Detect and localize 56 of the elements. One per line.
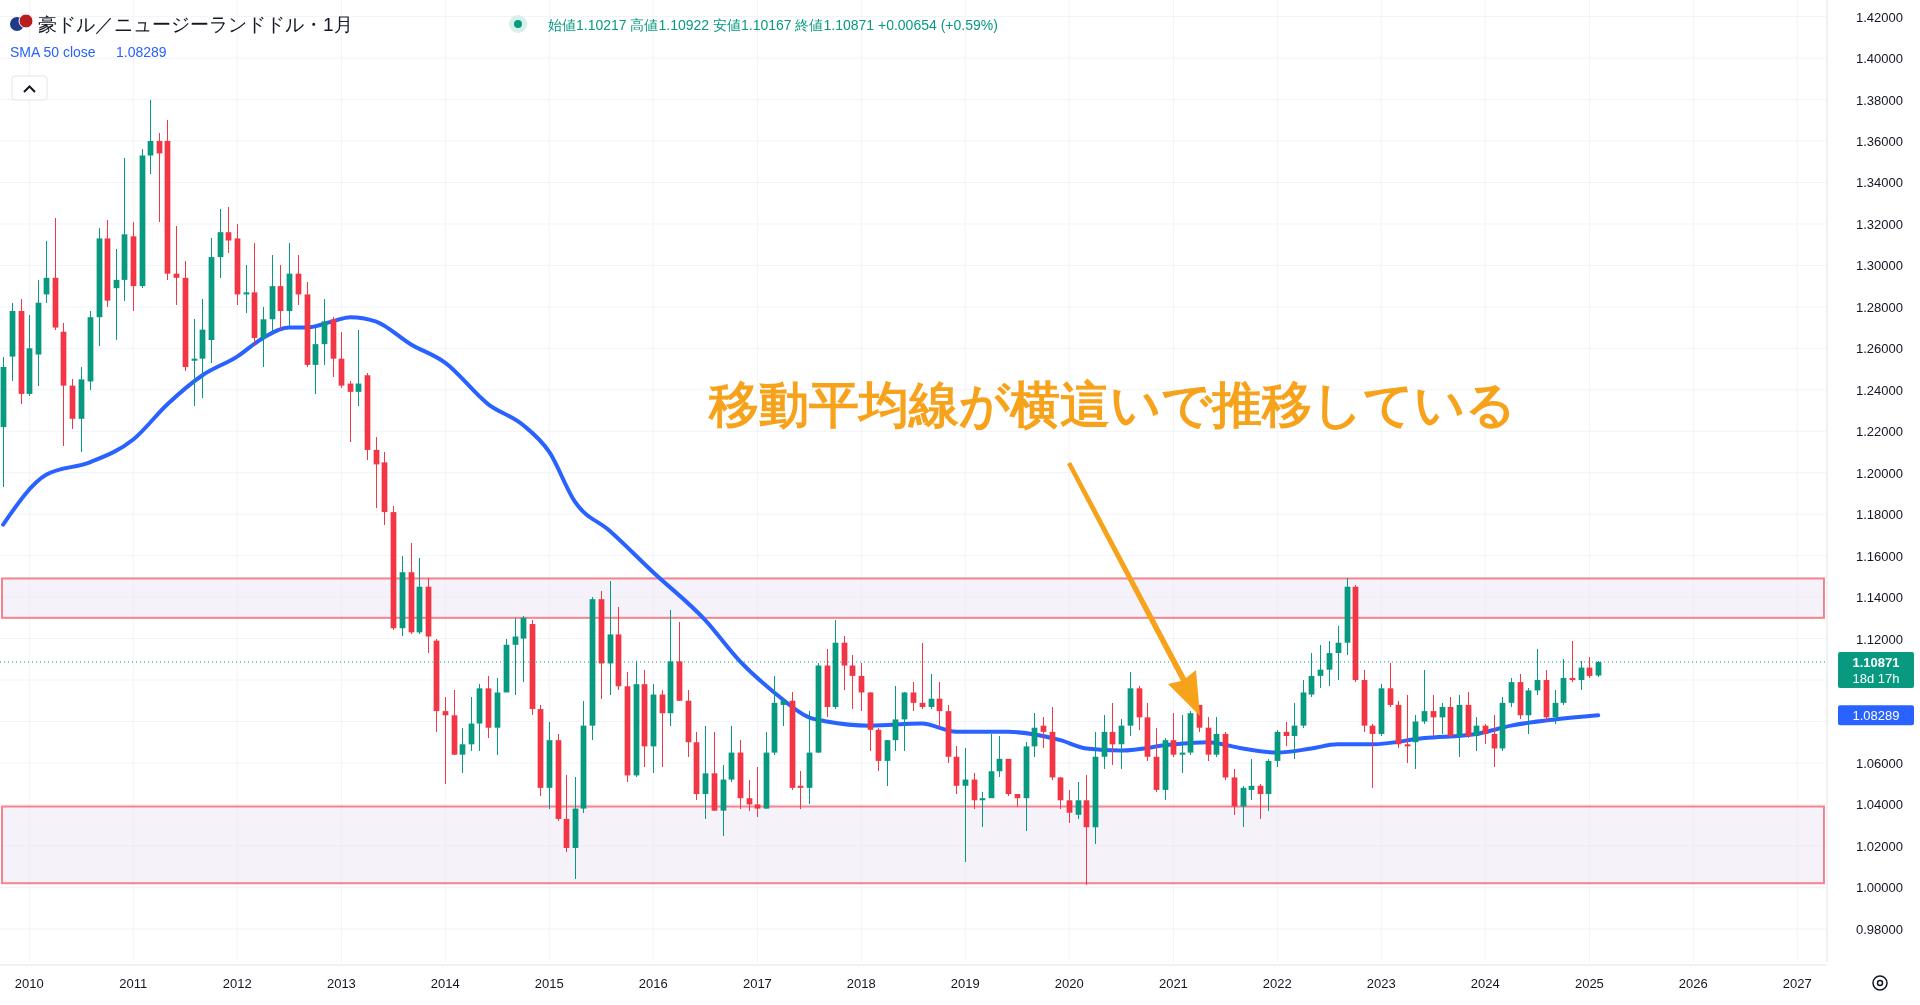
y-tick-label: 0.98000 [1856,921,1903,937]
candlestick [225,206,232,254]
x-tick-label: 2025 [1574,976,1604,991]
y-tick-label: 1.34000 [1856,175,1903,191]
y-tick-label: 1.36000 [1856,133,1903,149]
y-tick-label: 1.40000 [1856,51,1903,67]
y-tick-label: 1.42000 [1856,9,1903,25]
x-tick-label: 2023 [1366,976,1396,991]
x-tick-label: 2010 [14,976,44,991]
ref-line-label: 1.10871 [1852,654,1900,670]
text: 1.08289 [1852,708,1900,724]
y-tick-label: 1.38000 [1856,92,1903,108]
y-tick-label: 1.30000 [1856,258,1903,274]
x-tick-label: 2018 [846,976,876,991]
x-tick-label: 2027 [1782,976,1812,991]
x-tick-label: 2016 [638,976,668,991]
x-tick-label: 2011 [119,976,148,991]
y-tick-label: 1.32000 [1856,216,1903,232]
text: 豪ドル／ニュージーランドドル・1月 [38,14,353,35]
x-tick-label: 2017 [742,976,772,991]
x-tick-label: 2014 [430,976,460,991]
candlestick [1170,712,1177,758]
line-series [1,315,1601,755]
x-tick-label: 2022 [1262,976,1292,991]
candlestick [1075,780,1082,820]
text: 18d 17h [1852,670,1900,686]
x-tick-label: 2019 [950,976,980,991]
candlestick [1066,789,1073,824]
x-tick-label: 2020 [1054,976,1084,991]
text: SMA 50 close [10,44,96,60]
y-tick-label: 1.22000 [1856,424,1903,440]
x-tick-label: 2015 [534,976,564,991]
candlestick [1421,668,1428,725]
annotation: 移動平均線が横這いで推移している [706,377,1516,433]
candlestick [910,681,917,712]
annotation: 1.08289 [116,44,167,60]
y-tick-label: 1.02000 [1856,838,1903,854]
y-tick-label: 1.04000 [1856,797,1903,813]
x-tick-label: 2013 [326,976,356,991]
y-tick-label: 1.28000 [1856,299,1903,315]
x-tick-label: 2012 [222,976,252,991]
candlestick [459,726,466,775]
y-tick-label: 1.26000 [1856,341,1903,357]
text: 始値1.10217 高値1.10922 安値1.10167 終値1.10871 +0.00654 (+0.59%) [548,17,998,33]
y-tick-label: 1.06000 [1856,755,1903,771]
y-tick-label: 1.18000 [1856,507,1903,523]
y-tick-label: 1.12000 [1856,631,1903,647]
y-tick-label: 1.24000 [1856,382,1903,398]
candlestick [754,766,761,818]
y-tick-label: 1.20000 [1856,465,1903,481]
x-tick-label: 2026 [1678,976,1708,991]
y-tick-label: 1.16000 [1856,548,1903,564]
x-tick-label: 2024 [1470,976,1500,991]
x-tick-label: 2021 [1158,976,1188,991]
y-tick-label: 1.00000 [1856,880,1903,896]
y-tick-label: 1.14000 [1856,590,1903,606]
